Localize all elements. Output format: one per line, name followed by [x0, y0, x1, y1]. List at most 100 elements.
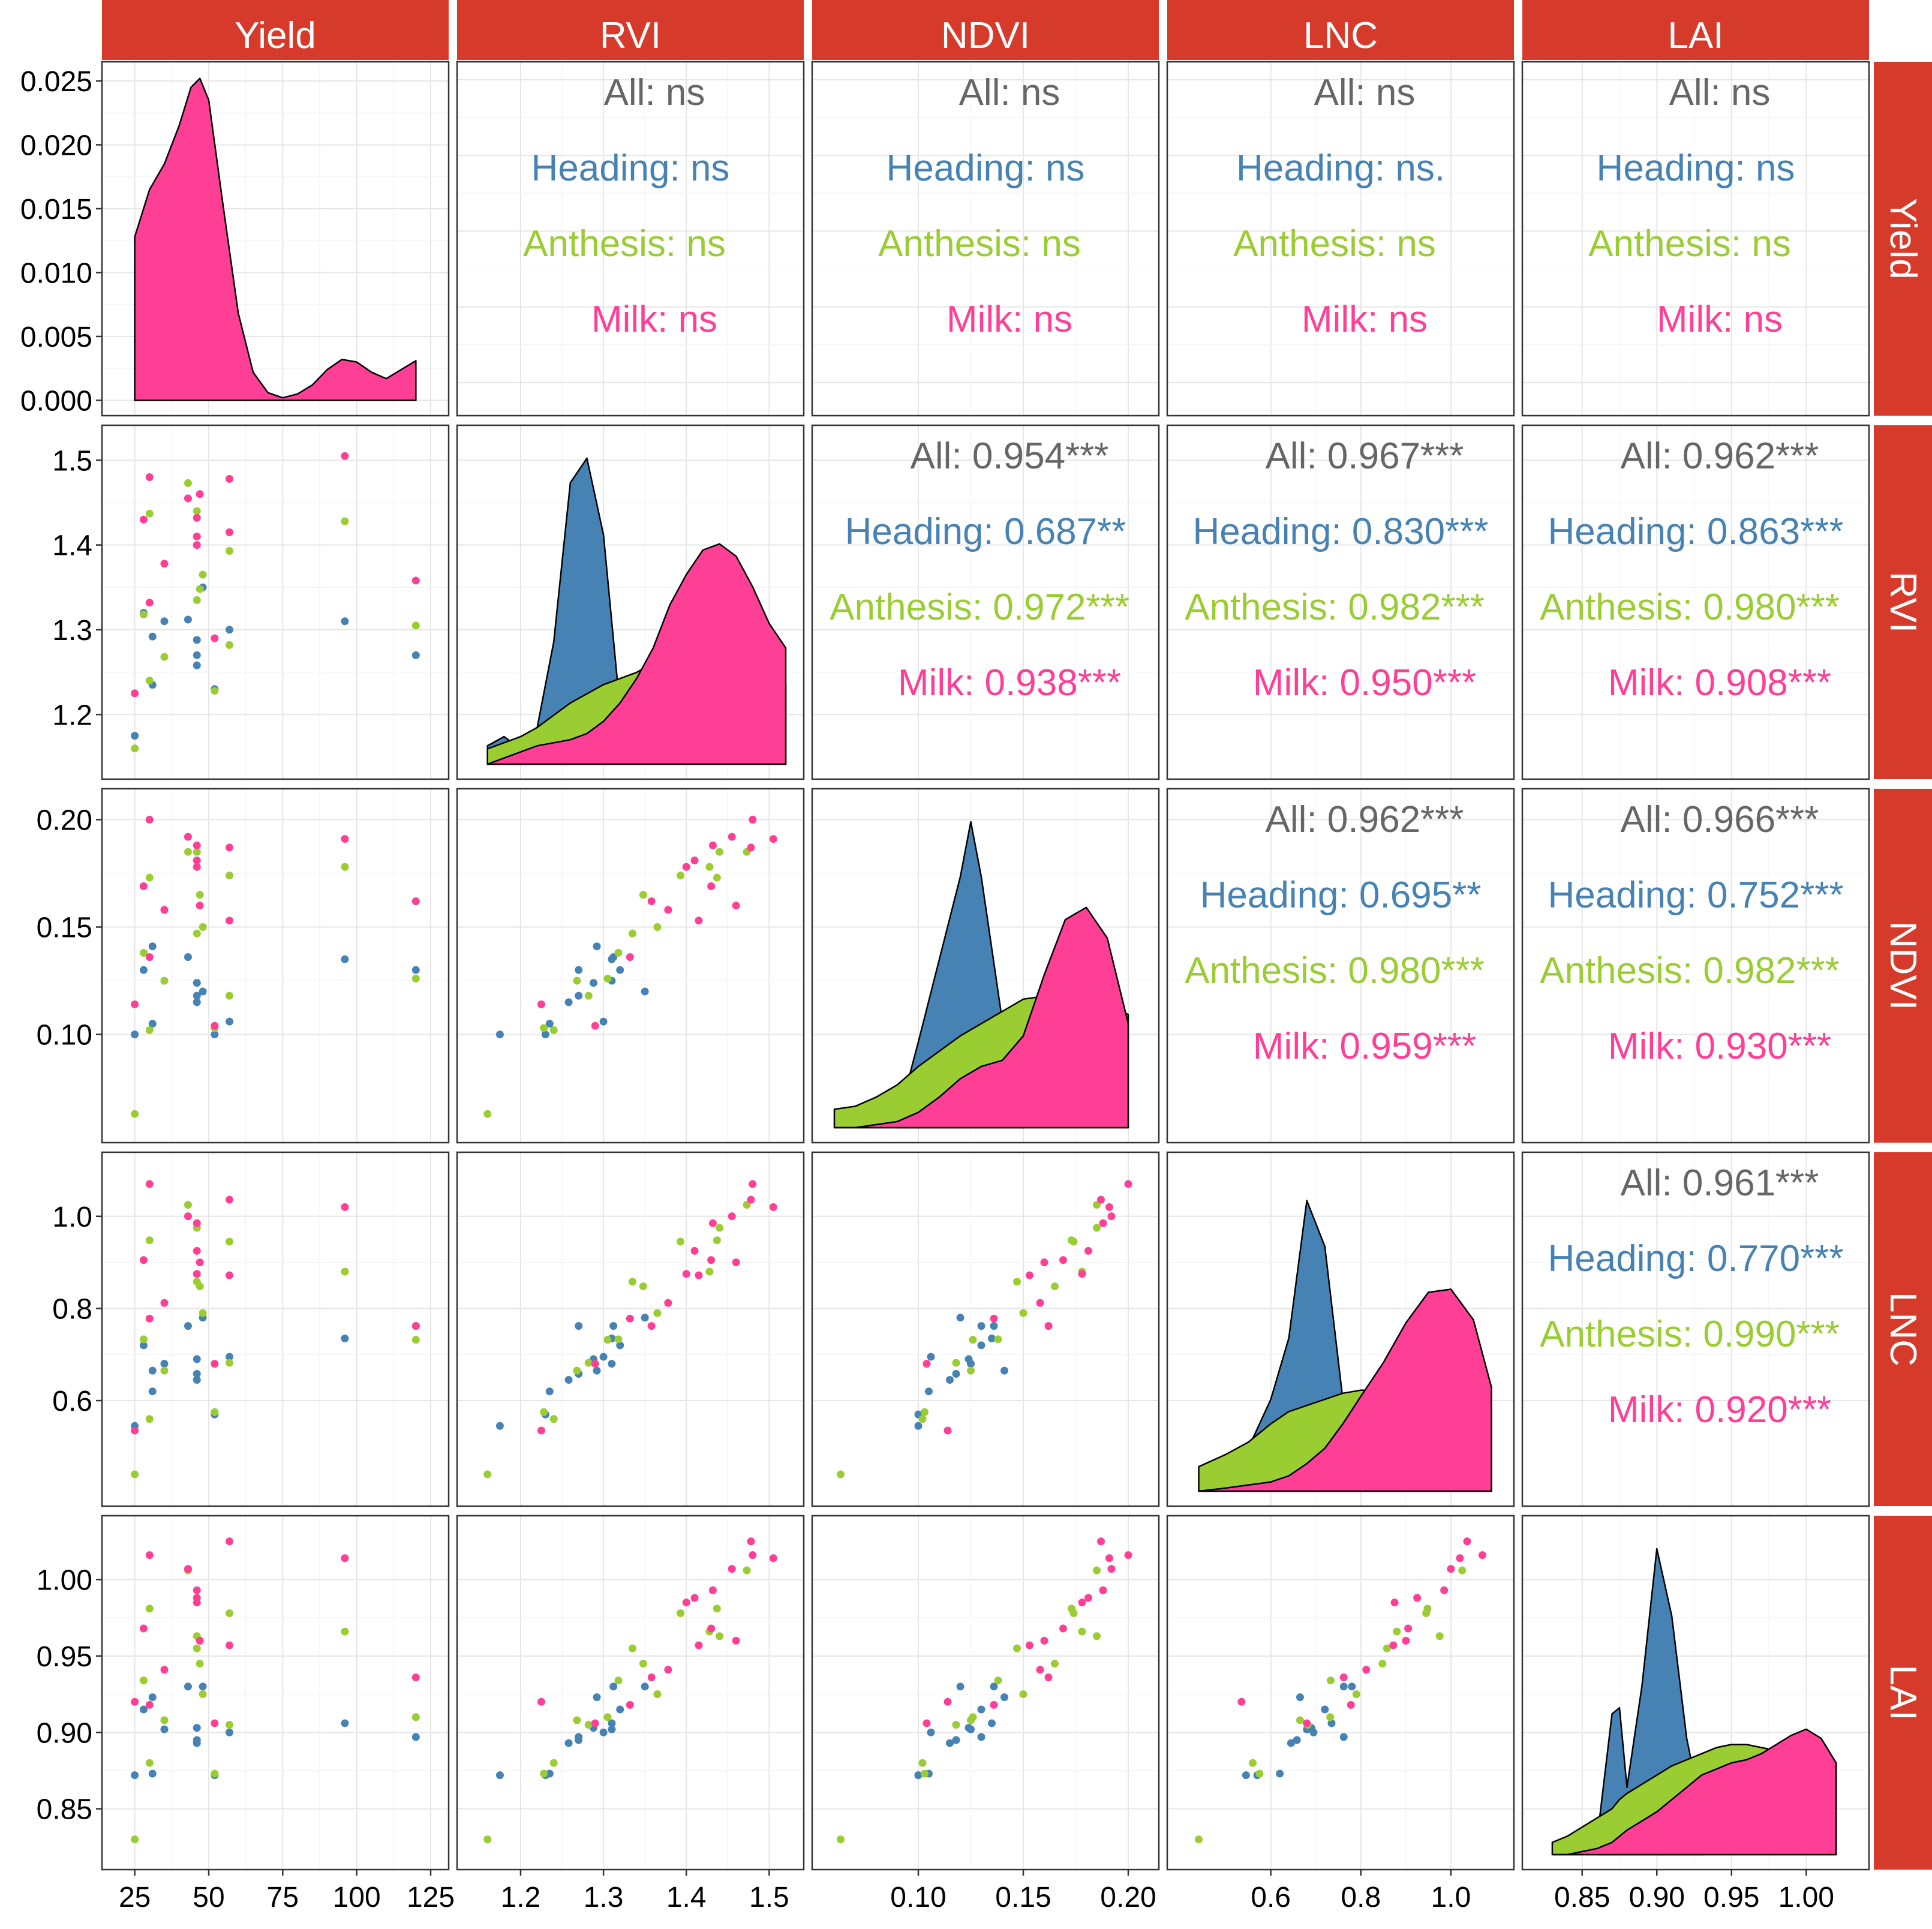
scatter-point-heading: [593, 1366, 601, 1375]
scatter-point-milk: [690, 1246, 699, 1255]
panel-ndvi-yield: [101, 788, 450, 1144]
y-tick-label: 0.6: [52, 1386, 92, 1417]
scatter-point-anthesis: [145, 1026, 154, 1034]
scatter-point-anthesis: [1019, 1309, 1027, 1317]
panel-border: [1521, 61, 1870, 417]
correlation-label: Heading: 0.687**: [845, 511, 1126, 552]
scatter-point-heading: [193, 1375, 201, 1384]
scatter-point-heading: [148, 1693, 157, 1702]
y-tick-label: 0.90: [37, 1717, 92, 1749]
panel-border: [811, 1515, 1160, 1871]
panel-background: [1522, 425, 1869, 779]
scatter-point-milk: [184, 494, 192, 503]
panel-background: [1167, 789, 1514, 1143]
panel-lnc-yield: [101, 1151, 450, 1507]
scatter-point-anthesis: [952, 1359, 960, 1367]
scatter-point-milk: [193, 1246, 201, 1255]
scatter-point-anthesis: [603, 1336, 612, 1344]
scatter-point-anthesis: [1326, 1713, 1335, 1721]
strip-background: [1167, 0, 1514, 60]
scatter-point-heading: [1000, 1366, 1008, 1375]
scatter-point-milk: [160, 1666, 169, 1674]
scatter-point-anthesis: [483, 1835, 492, 1844]
strip-label: LNC: [1882, 1292, 1924, 1366]
panel-background: [1522, 1152, 1869, 1506]
scatter-point-heading: [641, 1682, 649, 1691]
scatter-point-milk: [226, 474, 234, 483]
strip-label: NDVI: [1882, 921, 1924, 1010]
facet-strips: Yield RVI NDVI LNC LAI Yield RVI NDVI LNC LAI: [102, 0, 1932, 1870]
scatter-point-heading: [599, 1353, 608, 1361]
scatter-point-milk: [145, 815, 154, 824]
scatter-point-heading: [616, 966, 624, 974]
scatter-point-milk: [732, 1258, 740, 1267]
correlation-label: Heading: ns: [887, 148, 1085, 189]
scatter-point-milk: [193, 841, 201, 849]
scatter-point-milk: [139, 1624, 148, 1633]
scatter-point-heading: [575, 1322, 583, 1330]
strip-right-ndvi: NDVI: [1874, 789, 1932, 1143]
scatter-point-heading: [575, 1733, 583, 1741]
strip-background: [1874, 1516, 1932, 1870]
scatter-point-milk: [1440, 1586, 1449, 1594]
scatter-point-heading: [925, 1387, 933, 1396]
scatter-point-heading: [199, 987, 207, 996]
y-tick-label: 0.8: [52, 1293, 92, 1325]
scatter-point-heading: [199, 1682, 207, 1691]
scatter-point-milk: [145, 1551, 154, 1560]
scatter-point-milk: [923, 1360, 931, 1368]
strip-label: Yield: [235, 15, 316, 56]
scatter-point-milk: [769, 1554, 777, 1563]
scatter-point-anthesis: [540, 1024, 548, 1032]
scatter-point-heading: [184, 615, 192, 624]
scatter-point-milk: [708, 1586, 717, 1594]
scatter-point-anthesis: [226, 1237, 234, 1246]
panel-lnc-ndvi: [811, 1151, 1160, 1507]
scatter-point-anthesis: [145, 1759, 154, 1767]
scatter-point-anthesis: [677, 872, 685, 880]
scatter-point-heading: [184, 953, 192, 962]
scatter-point-milk: [196, 902, 204, 910]
correlation-label: Milk: ns: [591, 299, 717, 340]
scatter-point-anthesis: [1019, 1690, 1027, 1699]
panel-border: [1166, 61, 1515, 417]
scatter-point-heading: [641, 987, 649, 996]
scatter-point-milk: [1456, 1554, 1464, 1563]
scatter-point-anthesis: [411, 974, 420, 982]
scatter-point-heading: [609, 1322, 618, 1330]
scatter-point-milk: [145, 953, 154, 962]
scatter-point-milk: [1026, 1271, 1033, 1279]
scatter-point-anthesis: [160, 1366, 169, 1375]
scatter-point-heading: [1296, 1693, 1304, 1702]
scatter-point-milk: [728, 833, 736, 841]
strip-right-rvi: RVI: [1874, 425, 1932, 779]
scatter-point-heading: [952, 1736, 960, 1744]
scatter-point-milk: [647, 897, 656, 906]
strip-top-ndvi: NDVI: [812, 0, 1159, 60]
scatter-point-milk: [1107, 1212, 1116, 1221]
panel-rvi-yield: [101, 424, 450, 780]
scatter-point-milk: [769, 835, 777, 843]
correlation-label: All: ns: [959, 72, 1060, 113]
correlation-label: Heading: ns: [531, 148, 730, 189]
scatter-point-anthesis: [713, 873, 721, 882]
panel-border: [1166, 1151, 1515, 1507]
scatter-point-heading: [599, 1017, 608, 1026]
scatter-point-anthesis: [614, 1335, 623, 1344]
panel-rvi-rvi: [456, 424, 805, 780]
scatter-point-milk: [145, 473, 154, 482]
scatter-point-anthesis: [341, 1627, 349, 1636]
correlation-label: Milk: 0.938***: [898, 662, 1121, 704]
scatter-point-anthesis: [918, 1415, 927, 1423]
scatter-point-anthesis: [918, 1759, 927, 1767]
scatter-point-anthesis: [715, 1632, 723, 1640]
scatter-point-heading: [575, 966, 583, 974]
correlation-label: All: ns: [1669, 72, 1771, 113]
scatter-point-heading: [608, 1719, 616, 1727]
scatter-point-anthesis: [952, 1721, 960, 1729]
panel-yield-rvi: All: ns Heading: ns Anthesis: ns Milk: ns: [456, 61, 805, 417]
scatter-point-anthesis: [705, 1267, 714, 1276]
panel-border: [456, 1515, 805, 1871]
correlation-label: Milk: 0.930***: [1608, 1026, 1831, 1067]
strip-right-yield: Yield: [1874, 62, 1932, 416]
